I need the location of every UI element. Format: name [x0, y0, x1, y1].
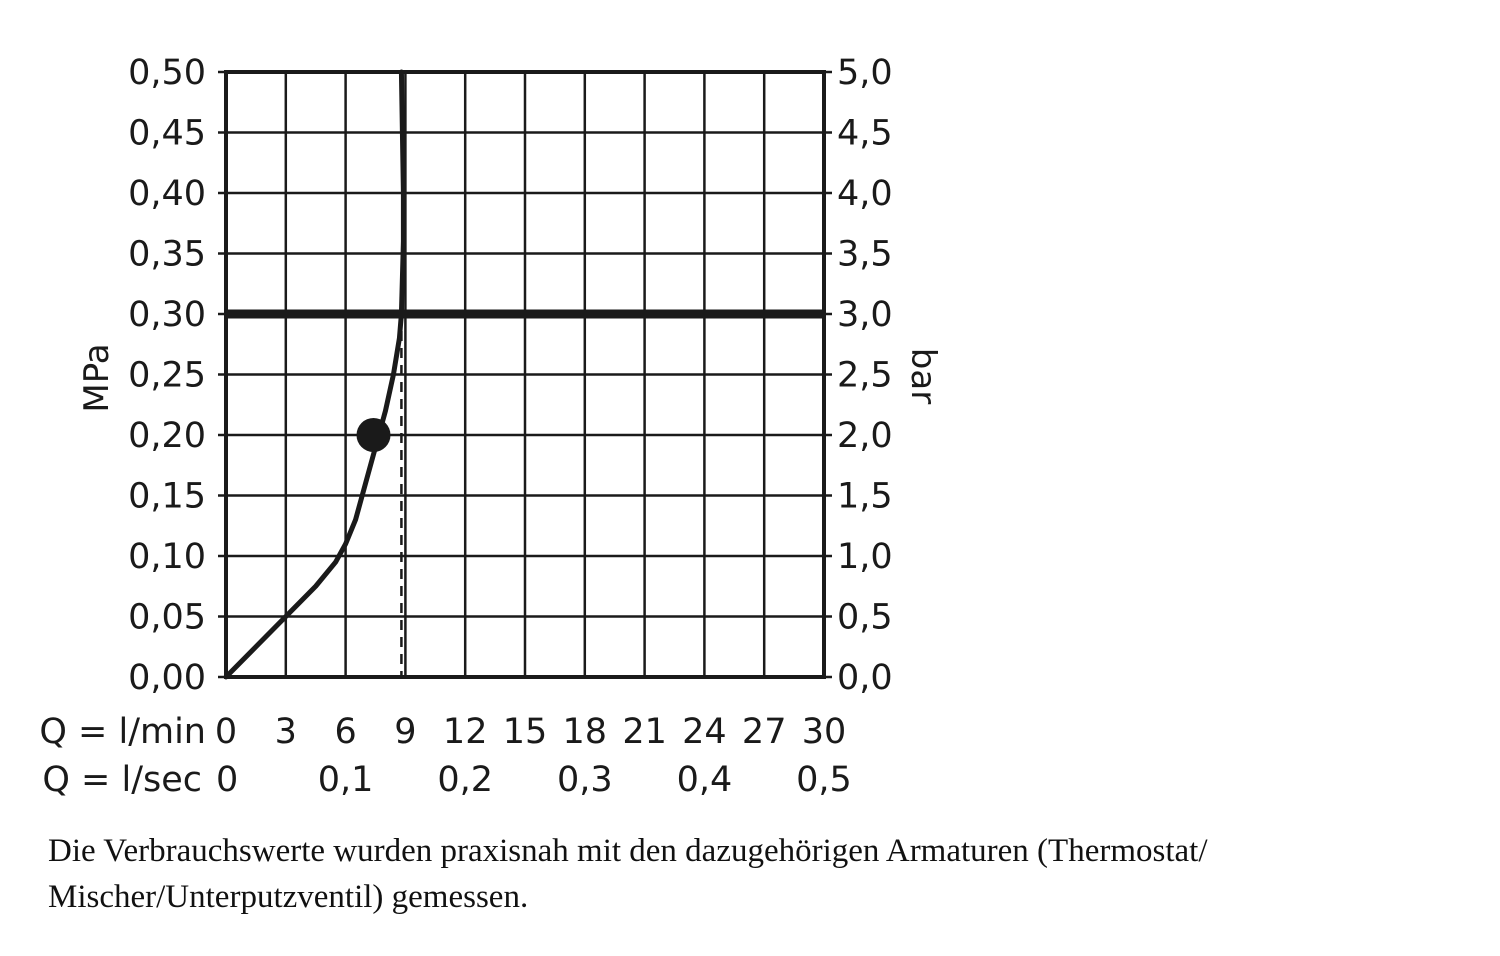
x-axis-title-row2: Q = l/sec — [42, 760, 202, 800]
y-tick-label-left: 0,15 — [128, 477, 206, 517]
y-tick-label-left: 0,40 — [128, 174, 206, 214]
x-tick-label-row1: 24 — [682, 712, 727, 752]
y-axis-title-right: bar — [903, 348, 943, 404]
y-axis-title-left: MPa — [77, 343, 117, 412]
y-tick-label-right: 2,0 — [837, 416, 893, 456]
x-tick-label-row2: 0,2 — [437, 760, 493, 800]
y-tick-label-right: 4,5 — [837, 114, 893, 154]
y-tick-label-left: 0,20 — [128, 416, 206, 456]
y-tick-label-left: 0,10 — [128, 537, 206, 577]
x-tick-label-row1: 15 — [503, 712, 548, 752]
y-tick-label-left: 0,30 — [128, 295, 206, 335]
chart-grid — [218, 70, 832, 679]
x-tick-label-row1: 0 — [215, 712, 237, 752]
y-tick-label-right: 3,0 — [837, 295, 893, 335]
x-tick-label-row1: 27 — [742, 712, 787, 752]
series-layer — [223, 69, 406, 680]
y-tick-label-left: 0,35 — [128, 235, 206, 275]
x-tick-label-row1: 21 — [622, 712, 667, 752]
x-tick-label-row1: 6 — [334, 712, 356, 752]
plot-frame — [224, 70, 826, 679]
plot-border — [224, 70, 826, 679]
x-tick-label-row1: 30 — [802, 712, 847, 752]
x-tick-label-row2: 0,5 — [796, 760, 852, 800]
reference-lines — [226, 309, 824, 677]
flow-pressure-chart: 0,000,050,100,150,200,250,300,350,400,45… — [39, 53, 943, 800]
y-tick-label-right: 0,0 — [837, 658, 893, 698]
tick-labels: 0,000,050,100,150,200,250,300,350,400,45… — [39, 53, 892, 800]
x-tick-label-row1: 12 — [443, 712, 488, 752]
y-tick-label-right: 3,5 — [837, 235, 893, 275]
y-tick-label-left: 0,00 — [128, 658, 206, 698]
caption: Die Verbrauchswerte wurden praxisnah mit… — [48, 828, 1468, 920]
y-tick-label-right: 2,5 — [837, 356, 893, 396]
x-tick-label-row1: 3 — [275, 712, 297, 752]
y-tick-label-left: 0,25 — [128, 356, 206, 396]
x-tick-label-row2: 0,4 — [677, 760, 733, 800]
y-tick-label-left: 0,05 — [128, 598, 206, 638]
y-tick-label-right: 1,5 — [837, 477, 893, 517]
y-tick-label-right: 4,0 — [837, 174, 893, 214]
operating-point-marker — [356, 418, 391, 452]
x-tick-label-row1: 18 — [563, 712, 608, 752]
caption-line-2: Mischer/Unterputzventil) gemessen. — [48, 879, 529, 915]
y-tick-label-right: 5,0 — [837, 53, 893, 93]
caption-line-1: Die Verbrauchswerte wurden praxisnah mit… — [48, 833, 1208, 869]
x-tick-label-row2: 0 — [216, 760, 238, 800]
y-tick-label-left: 0,45 — [128, 114, 206, 154]
x-axis-title-row1: Q = l/min — [39, 712, 206, 752]
x-tick-label-row1: 9 — [394, 712, 416, 752]
y-tick-label-right: 1,0 — [837, 537, 893, 577]
x-tick-label-row2: 0,1 — [318, 760, 374, 800]
y-tick-label-left: 0,50 — [128, 53, 206, 93]
x-tick-label-row2: 0,3 — [557, 760, 613, 800]
y-tick-label-right: 0,5 — [837, 598, 893, 638]
